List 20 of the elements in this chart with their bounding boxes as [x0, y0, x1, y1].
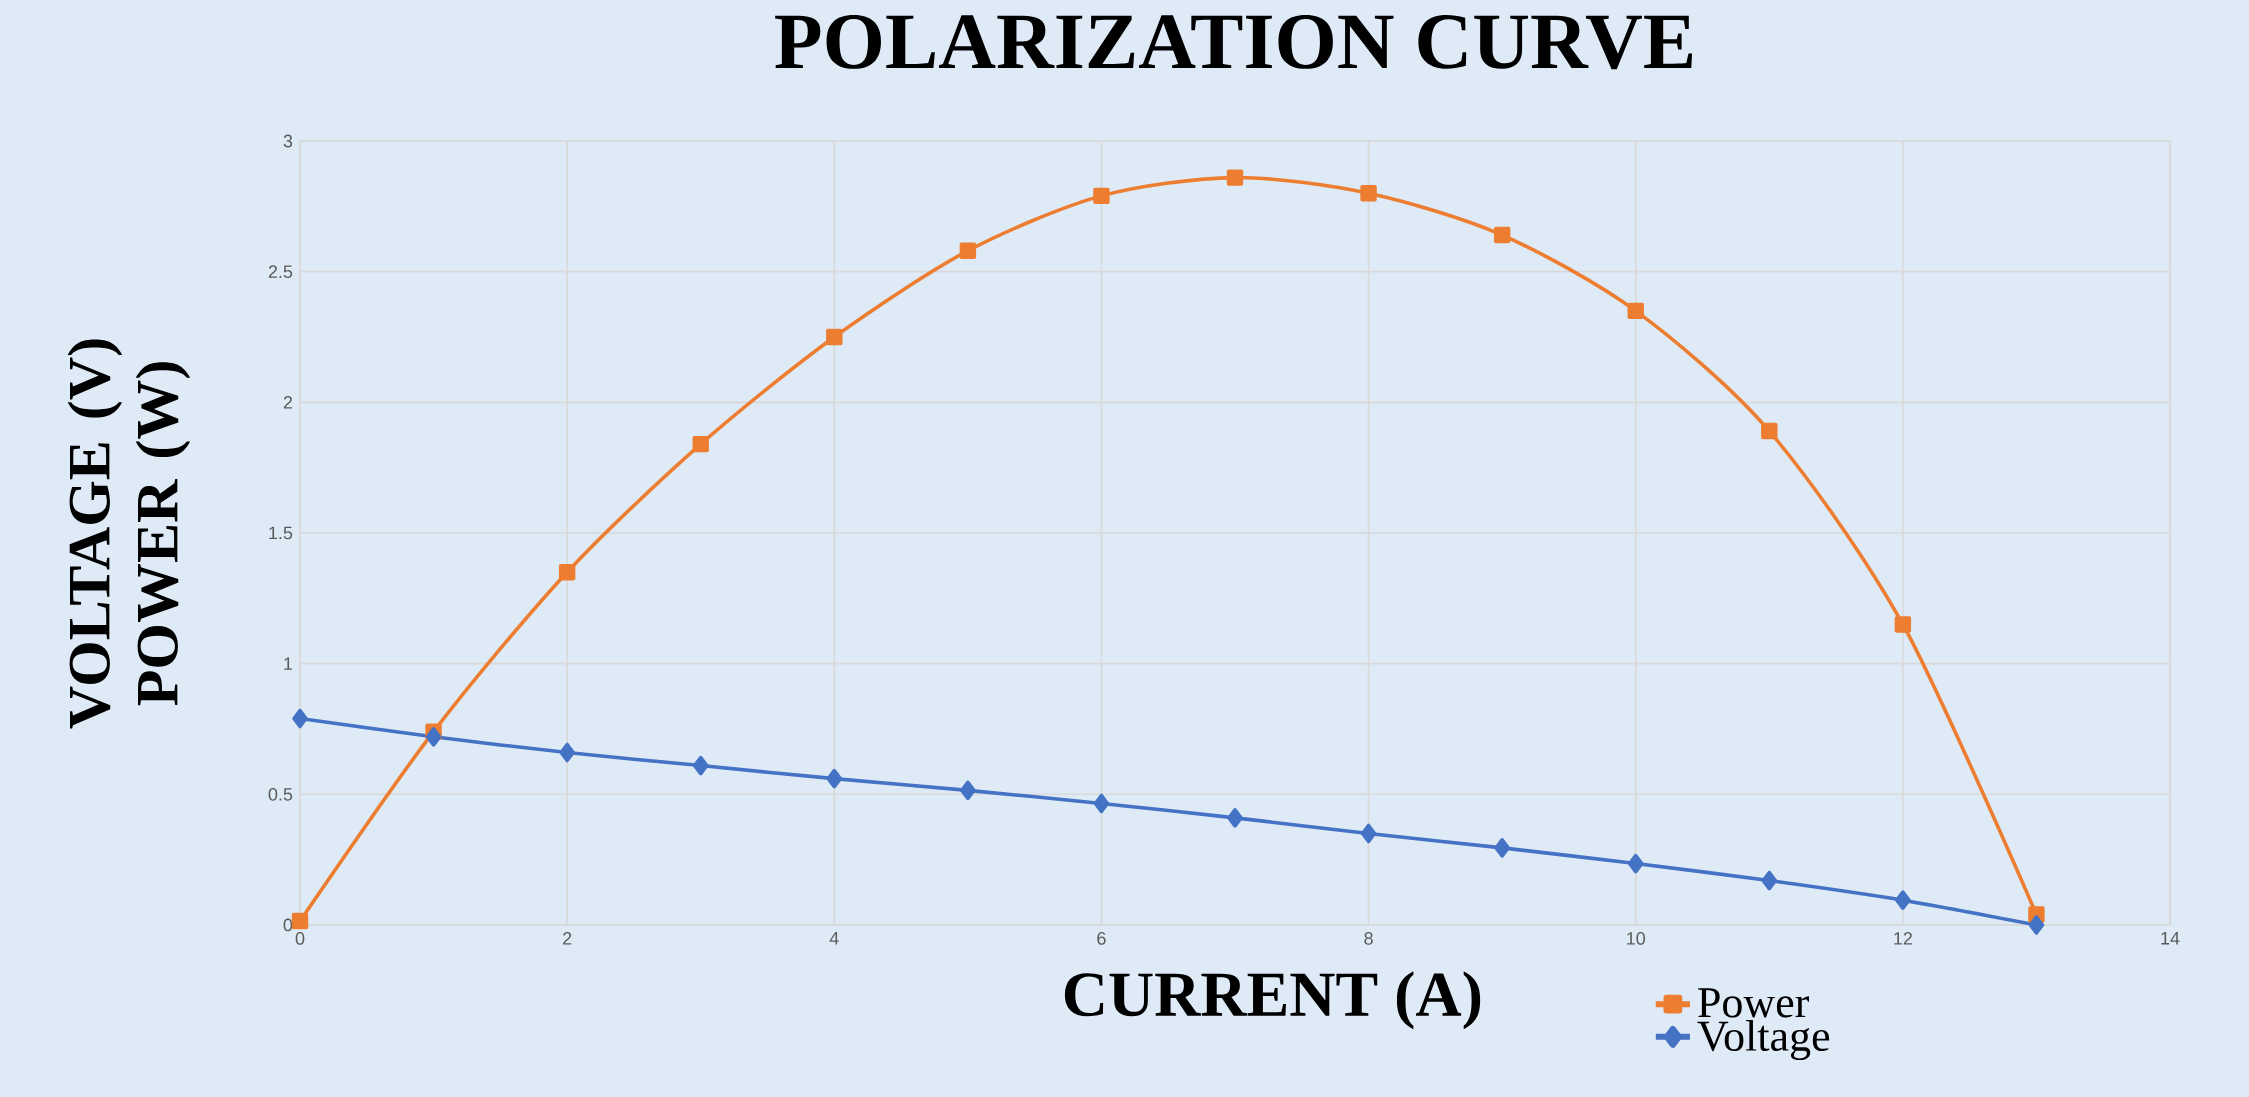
x-tick-label: 12 — [1894, 932, 1912, 945]
y-tick-label: 0 — [283, 918, 293, 932]
x-axis-title: CURRENT (A) — [1064, 971, 1481, 1030]
x-tick-label: 8 — [1364, 932, 1373, 945]
x-tick-label: 0 — [295, 932, 305, 945]
y-tick-label: 3 — [283, 134, 293, 148]
x-tick-label: 4 — [829, 932, 839, 945]
y-tick-label: 1.5 — [269, 526, 293, 540]
y-tick-label: 1 — [284, 657, 293, 670]
y-tick-label: 2 — [283, 396, 293, 409]
legend-label: Power — [1698, 988, 1809, 1018]
x-tick-label: 6 — [1097, 932, 1106, 945]
x-tick-label: 10 — [1627, 932, 1646, 945]
x-tick-label: 2 — [563, 932, 572, 945]
y-axis-title: VOLTAGE (V) POWER (W) — [67, 339, 191, 729]
legend-label: Voltage — [1697, 1020, 1830, 1061]
y-tick-label: 0.5 — [268, 787, 293, 801]
x-tick-label: 14 — [2161, 932, 2180, 945]
chart-title: POLARIZATION CURVE — [775, 15, 1693, 70]
y-tick-label: 2.5 — [268, 265, 293, 279]
